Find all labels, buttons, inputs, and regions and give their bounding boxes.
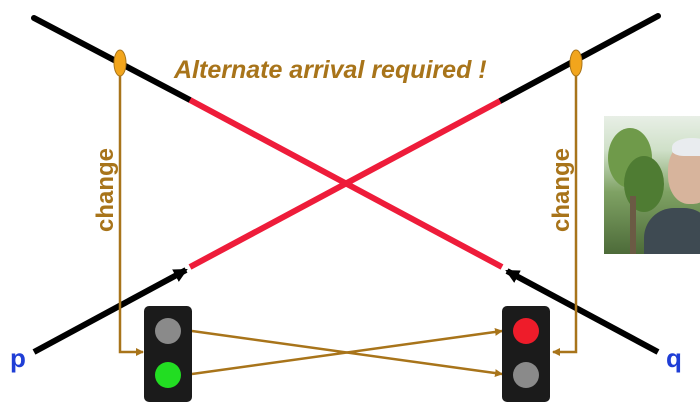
signal-left-bottom-lamp — [155, 362, 181, 388]
track-label-p: p — [10, 343, 26, 373]
critical-section-q — [188, 98, 502, 270]
photo-hair — [672, 138, 700, 156]
diagram-title: Alternate arrival required ! — [173, 56, 487, 84]
sensor-left — [113, 49, 127, 77]
photo-trunk — [630, 196, 636, 254]
link-left-bottom-to-right-top — [184, 327, 503, 379]
change-label-left: change — [92, 148, 119, 232]
signal-right-top-lamp — [513, 318, 539, 344]
signal-left-top-lamp — [155, 318, 181, 344]
track-label-q: q — [666, 343, 682, 373]
change-label-right: change — [548, 148, 575, 232]
track-p-incoming — [32, 267, 188, 355]
signal-right-bottom-lamp — [513, 362, 539, 388]
person-photo — [604, 116, 700, 254]
photo-sweater — [644, 208, 700, 254]
track-left-upper — [31, 15, 193, 103]
change-wire-left — [118, 76, 144, 356]
change-wire-right — [552, 76, 578, 356]
sensor-right — [569, 49, 583, 77]
track-q-incoming — [505, 268, 660, 355]
